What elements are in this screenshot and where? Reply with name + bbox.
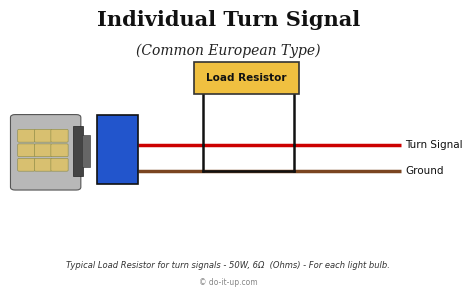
FancyBboxPatch shape: [194, 62, 299, 94]
Text: Load Resistor: Load Resistor: [206, 73, 287, 83]
Text: © do-it-up.com: © do-it-up.com: [199, 278, 258, 287]
FancyBboxPatch shape: [18, 130, 35, 142]
Bar: [97, 115, 137, 184]
FancyBboxPatch shape: [35, 144, 52, 157]
FancyBboxPatch shape: [51, 130, 68, 142]
FancyBboxPatch shape: [82, 135, 91, 167]
FancyBboxPatch shape: [18, 144, 35, 157]
FancyBboxPatch shape: [10, 115, 81, 190]
FancyBboxPatch shape: [51, 144, 68, 157]
Text: (Common European Type): (Common European Type): [136, 43, 320, 58]
FancyBboxPatch shape: [35, 130, 52, 142]
FancyBboxPatch shape: [51, 159, 68, 171]
FancyBboxPatch shape: [73, 126, 83, 176]
FancyBboxPatch shape: [18, 159, 35, 171]
Text: Turn Signal: Turn Signal: [405, 140, 463, 150]
Text: Ground: Ground: [405, 166, 444, 176]
Text: Typical Load Resistor for turn signals - 50W, 6Ω  (Ohms) - For each light bulb.: Typical Load Resistor for turn signals -…: [66, 261, 390, 270]
FancyBboxPatch shape: [35, 159, 52, 171]
Text: Individual Turn Signal: Individual Turn Signal: [97, 10, 360, 30]
